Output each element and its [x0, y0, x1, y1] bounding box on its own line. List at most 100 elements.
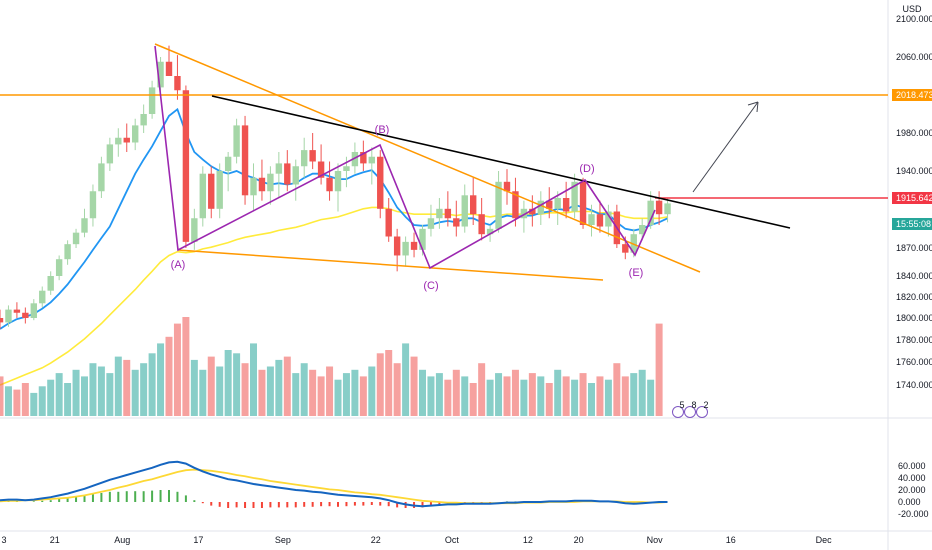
price-tag-current: 1910.006 — [896, 206, 932, 216]
triangle-upper-line — [154, 43, 701, 273]
volume-bar — [173, 323, 181, 416]
volume-bar — [537, 376, 545, 416]
volume-bar — [55, 373, 63, 416]
candle-body — [208, 173, 215, 209]
macd-histogram-bar — [49, 500, 52, 502]
macd-line — [0, 460, 668, 508]
volume-bar — [81, 376, 88, 416]
candle-body — [309, 150, 316, 162]
candle-body — [334, 171, 342, 192]
volume-bar — [444, 379, 452, 416]
macd-histogram-bar — [480, 502, 483, 503]
candle-body — [520, 208, 528, 219]
candle-body — [115, 137, 122, 145]
candle-body — [495, 181, 502, 229]
volume-bar — [165, 336, 173, 416]
candle-body — [267, 173, 274, 192]
candle-body — [326, 177, 333, 192]
elliott-wave-path — [154, 45, 656, 270]
volume-bar — [13, 389, 21, 416]
price-tick-label: 1800.000 — [896, 313, 932, 323]
volume-bar — [326, 366, 334, 416]
candle-body — [436, 208, 443, 219]
macd-histogram-bar — [159, 490, 162, 502]
volume-bar — [148, 353, 156, 416]
candle-body — [55, 259, 63, 276]
volume-bar — [435, 373, 443, 416]
candle-body — [630, 234, 637, 253]
volume-bar — [596, 376, 604, 416]
macd-histogram-bar — [286, 502, 289, 508]
volume-bar — [250, 343, 257, 416]
candle-body — [639, 225, 646, 235]
candle-body — [106, 144, 114, 164]
volume-bar — [300, 363, 308, 416]
volume-bar — [342, 373, 350, 416]
price-tick-label: 1760.000 — [896, 357, 932, 367]
candles[interactable] — [0, 45, 671, 329]
macd-histogram-bar — [472, 502, 475, 503]
macd-histogram-bar — [252, 502, 255, 508]
event-marker-count: 2 — [703, 400, 708, 410]
candle-body — [39, 290, 46, 304]
ema-fast-line — [0, 107, 668, 330]
macd-histogram-bar — [294, 502, 297, 508]
candle-body — [605, 211, 612, 227]
time-tick-label: 3 — [1, 535, 6, 545]
time-tick-label: 12 — [523, 535, 533, 545]
price-tick-label: 1780.000 — [896, 335, 932, 345]
macd-histogram-bar — [337, 502, 339, 507]
time-tick-label: Aug — [114, 535, 130, 545]
price-tags: 2018.473 1915.642 1910.006 15:55:08 — [892, 89, 932, 230]
volume-bar — [511, 369, 519, 416]
macd-histogram-bar — [193, 500, 196, 502]
volume-bar — [4, 386, 12, 416]
drawings[interactable] — [0, 43, 888, 281]
volume-bar — [47, 379, 55, 416]
volume-bar — [131, 369, 139, 416]
macd-histogram-bar — [100, 493, 103, 502]
macd-histogram-bar — [345, 502, 348, 507]
volume-bar — [419, 369, 426, 416]
price-tick-label: 1820.000 — [896, 292, 932, 302]
volume-bar — [368, 366, 376, 416]
volume-bar — [21, 383, 29, 416]
volume-bar — [207, 356, 215, 416]
candle-body — [301, 150, 308, 167]
volume-bar — [89, 363, 97, 416]
candle-body — [132, 125, 139, 143]
candle-body — [216, 171, 223, 209]
currency-label: USD — [902, 4, 922, 14]
candle-body — [588, 214, 595, 225]
event-marker — [696, 406, 708, 418]
candle-body — [123, 137, 130, 143]
candle-body — [224, 156, 232, 171]
candle-body — [174, 76, 181, 91]
macd-histogram-bar — [142, 491, 145, 502]
candle-body — [72, 232, 80, 245]
volume-bar — [520, 379, 528, 416]
price-tick-label: 2060.000 — [896, 52, 932, 62]
candle-body — [182, 90, 190, 242]
candle-body — [233, 125, 240, 157]
candle-body — [284, 163, 291, 185]
volume-bar — [199, 369, 207, 416]
macd-histogram-bar — [151, 490, 154, 502]
macd-histogram-bar — [125, 491, 128, 502]
macd-histogram-bar — [303, 502, 306, 507]
wave-label: (C) — [423, 280, 438, 292]
volume-bar — [190, 359, 198, 416]
volume-bar — [604, 379, 612, 416]
candle-body — [419, 228, 426, 250]
volume-bar — [317, 376, 325, 416]
price-tick-label: 1940.000 — [896, 166, 932, 176]
moving-averages — [0, 107, 668, 386]
candle-body — [444, 208, 452, 219]
candle-body — [199, 173, 206, 219]
candle-body — [537, 200, 544, 215]
volume-bar — [588, 383, 595, 416]
volume-bar — [292, 373, 300, 416]
volume-bar — [376, 353, 384, 416]
price-tick-label: 1870.000 — [896, 243, 932, 253]
